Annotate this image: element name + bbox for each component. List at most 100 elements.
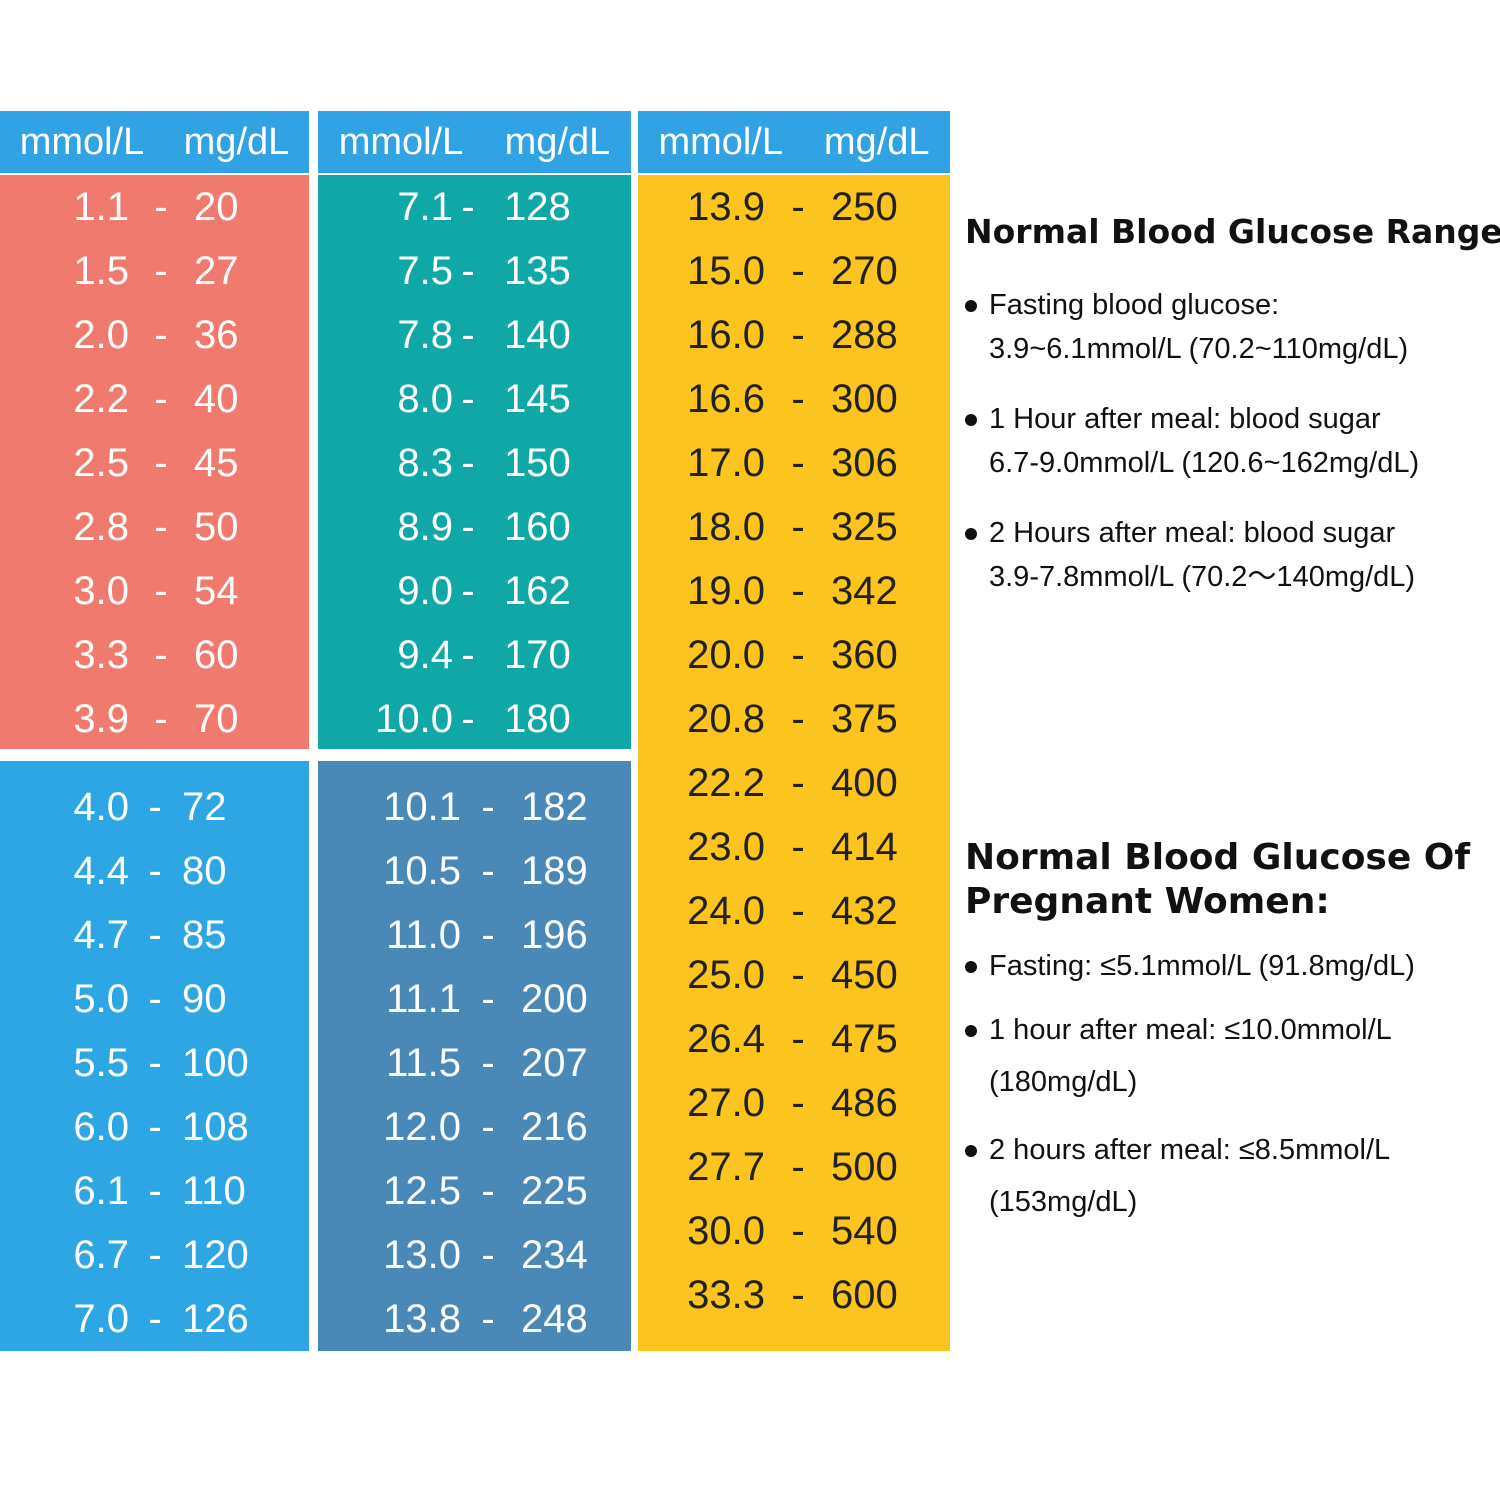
column-header: mmol/L mg/dL	[0, 111, 309, 173]
mmol-value: 23.0	[687, 825, 765, 869]
mgdl-value: 27	[194, 249, 239, 293]
range-separator: -	[791, 505, 805, 549]
table-row: 2.8-50	[0, 495, 309, 559]
mmol-value: 27.0	[687, 1081, 765, 1125]
table-row: 17.0-306	[638, 431, 950, 495]
table-row: 1.1-20	[0, 175, 309, 239]
header-mgdl-label: mg/dL	[183, 121, 290, 163]
mgdl-value: 225	[521, 1169, 588, 1213]
range-separator: -	[481, 1105, 495, 1149]
mgdl-value: 108	[182, 1105, 249, 1149]
mmol-value: 4.7	[73, 913, 129, 957]
mmol-value: 7.5	[397, 249, 453, 293]
high-range-block: 10.1-182 10.5-189 11.0-196 11.1-200 11.5-207…	[318, 761, 631, 1351]
mgdl-value: 189	[521, 849, 588, 893]
mgdl-value: 90	[182, 977, 227, 1021]
range-separator: -	[481, 1041, 495, 1085]
table-row: 12.0-216	[318, 1095, 631, 1159]
mgdl-value: 54	[194, 569, 239, 613]
table-row: 27.7-500	[638, 1135, 950, 1199]
mgdl-value: 120	[182, 1233, 249, 1277]
mgdl-value: 150	[504, 441, 571, 485]
range-separator: -	[481, 849, 495, 893]
table-row: 3.9-70	[0, 687, 309, 751]
mmol-value: 11.1	[386, 977, 461, 1021]
mgdl-value: 128	[504, 185, 571, 229]
range-separator: -	[791, 249, 805, 293]
table-row: 11.5-207	[318, 1031, 631, 1095]
table-row: 6.1-110	[0, 1159, 309, 1223]
low-range-block: 1.1-20 1.5-27 2.0-36 2.2-40 2.5-45 2.8-50 3.0-…	[0, 175, 309, 749]
table-row: 8.3-150	[318, 431, 631, 495]
table-row: 25.0-450	[638, 943, 950, 1007]
mmol-value: 3.0	[73, 569, 129, 613]
bullet-icon	[965, 1025, 977, 1037]
mmol-value: 6.1	[73, 1169, 129, 1213]
bullet-icon	[965, 414, 977, 426]
range-separator: -	[791, 761, 805, 805]
range-separator: -	[791, 1145, 805, 1189]
table-row: 9.0-162	[318, 559, 631, 623]
mmol-value: 2.0	[73, 313, 129, 357]
range-separator: -	[154, 185, 168, 229]
item-line1: 1 Hour after meal: blood sugar	[989, 403, 1381, 435]
table-row: 5.0-90	[0, 967, 309, 1031]
table-row: 1.5-27	[0, 239, 309, 303]
mgdl-value: 162	[504, 569, 571, 613]
range-separator: -	[791, 953, 805, 997]
mmol-value: 10.5	[383, 849, 461, 893]
range-separator: -	[148, 977, 162, 1021]
bullet-icon	[965, 1145, 977, 1157]
mmol-value: 22.2	[687, 761, 765, 805]
range-separator: -	[148, 785, 162, 829]
mmol-value: 9.4	[397, 633, 453, 677]
table-column-3: mmol/L mg/dL 13.9-250 15.0-270 16.0-288 16.…	[638, 111, 950, 1351]
table-row: 8.9-160	[318, 495, 631, 559]
mmol-value: 24.0	[687, 889, 765, 933]
range-separator: -	[154, 377, 168, 421]
bullet-icon	[965, 528, 977, 540]
mgdl-value: 500	[831, 1145, 898, 1189]
mgdl-value: 414	[831, 825, 898, 869]
mmol-value: 18.0	[687, 505, 765, 549]
range-separator: -	[791, 441, 805, 485]
table-row: 9.4-170	[318, 623, 631, 687]
table-row: 3.3-60	[0, 623, 309, 687]
range-separator: -	[154, 441, 168, 485]
range-separator: -	[481, 1169, 495, 1213]
mmol-value: 6.7	[73, 1233, 129, 1277]
mgdl-value: 145	[504, 377, 571, 421]
range-separator: -	[148, 1169, 162, 1213]
table-row: 3.0-54	[0, 559, 309, 623]
range-separator: -	[461, 249, 475, 293]
column-header: mmol/L mg/dL	[318, 111, 631, 173]
mmol-value: 11.0	[386, 913, 461, 957]
normal-range-block: 4.0-72 4.4-80 4.7-85 5.0-90 5.5-100 6.0-108 6.…	[0, 761, 309, 1351]
table-row: 13.0-234	[318, 1223, 631, 1287]
table-row: 4.0-72	[0, 775, 309, 839]
range-separator: -	[791, 1017, 805, 1061]
range-separator: -	[148, 1041, 162, 1085]
normal-range-section: Normal Blood Glucose Range: Fasting bloo…	[965, 210, 1500, 599]
mmol-value: 13.0	[383, 1233, 461, 1277]
mmol-value: 7.1	[397, 185, 453, 229]
table-row: 11.0-196	[318, 903, 631, 967]
pregnant-title-line1: Normal Blood Glucose Of	[965, 837, 1471, 878]
range-separator: -	[481, 977, 495, 1021]
range-separator: -	[154, 249, 168, 293]
mmol-value: 17.0	[687, 441, 765, 485]
mgdl-value: 135	[504, 249, 571, 293]
mgdl-value: 325	[831, 505, 898, 549]
mgdl-value: 207	[521, 1041, 588, 1085]
mmol-value: 27.7	[687, 1145, 765, 1189]
item-line2: 3.9-7.8mmol/L (70.2～140mg/dL)	[989, 561, 1416, 593]
mgdl-value: 170	[504, 633, 571, 677]
mmol-value: 10.0	[375, 697, 453, 741]
mgdl-value: 342	[831, 569, 898, 613]
bullet-icon	[965, 300, 977, 312]
table-row: 12.5-225	[318, 1159, 631, 1223]
mgdl-value: 40	[194, 377, 239, 421]
mgdl-value: 200	[521, 977, 588, 1021]
table-row: 7.8-140	[318, 303, 631, 367]
mmol-value: 12.5	[383, 1169, 461, 1213]
